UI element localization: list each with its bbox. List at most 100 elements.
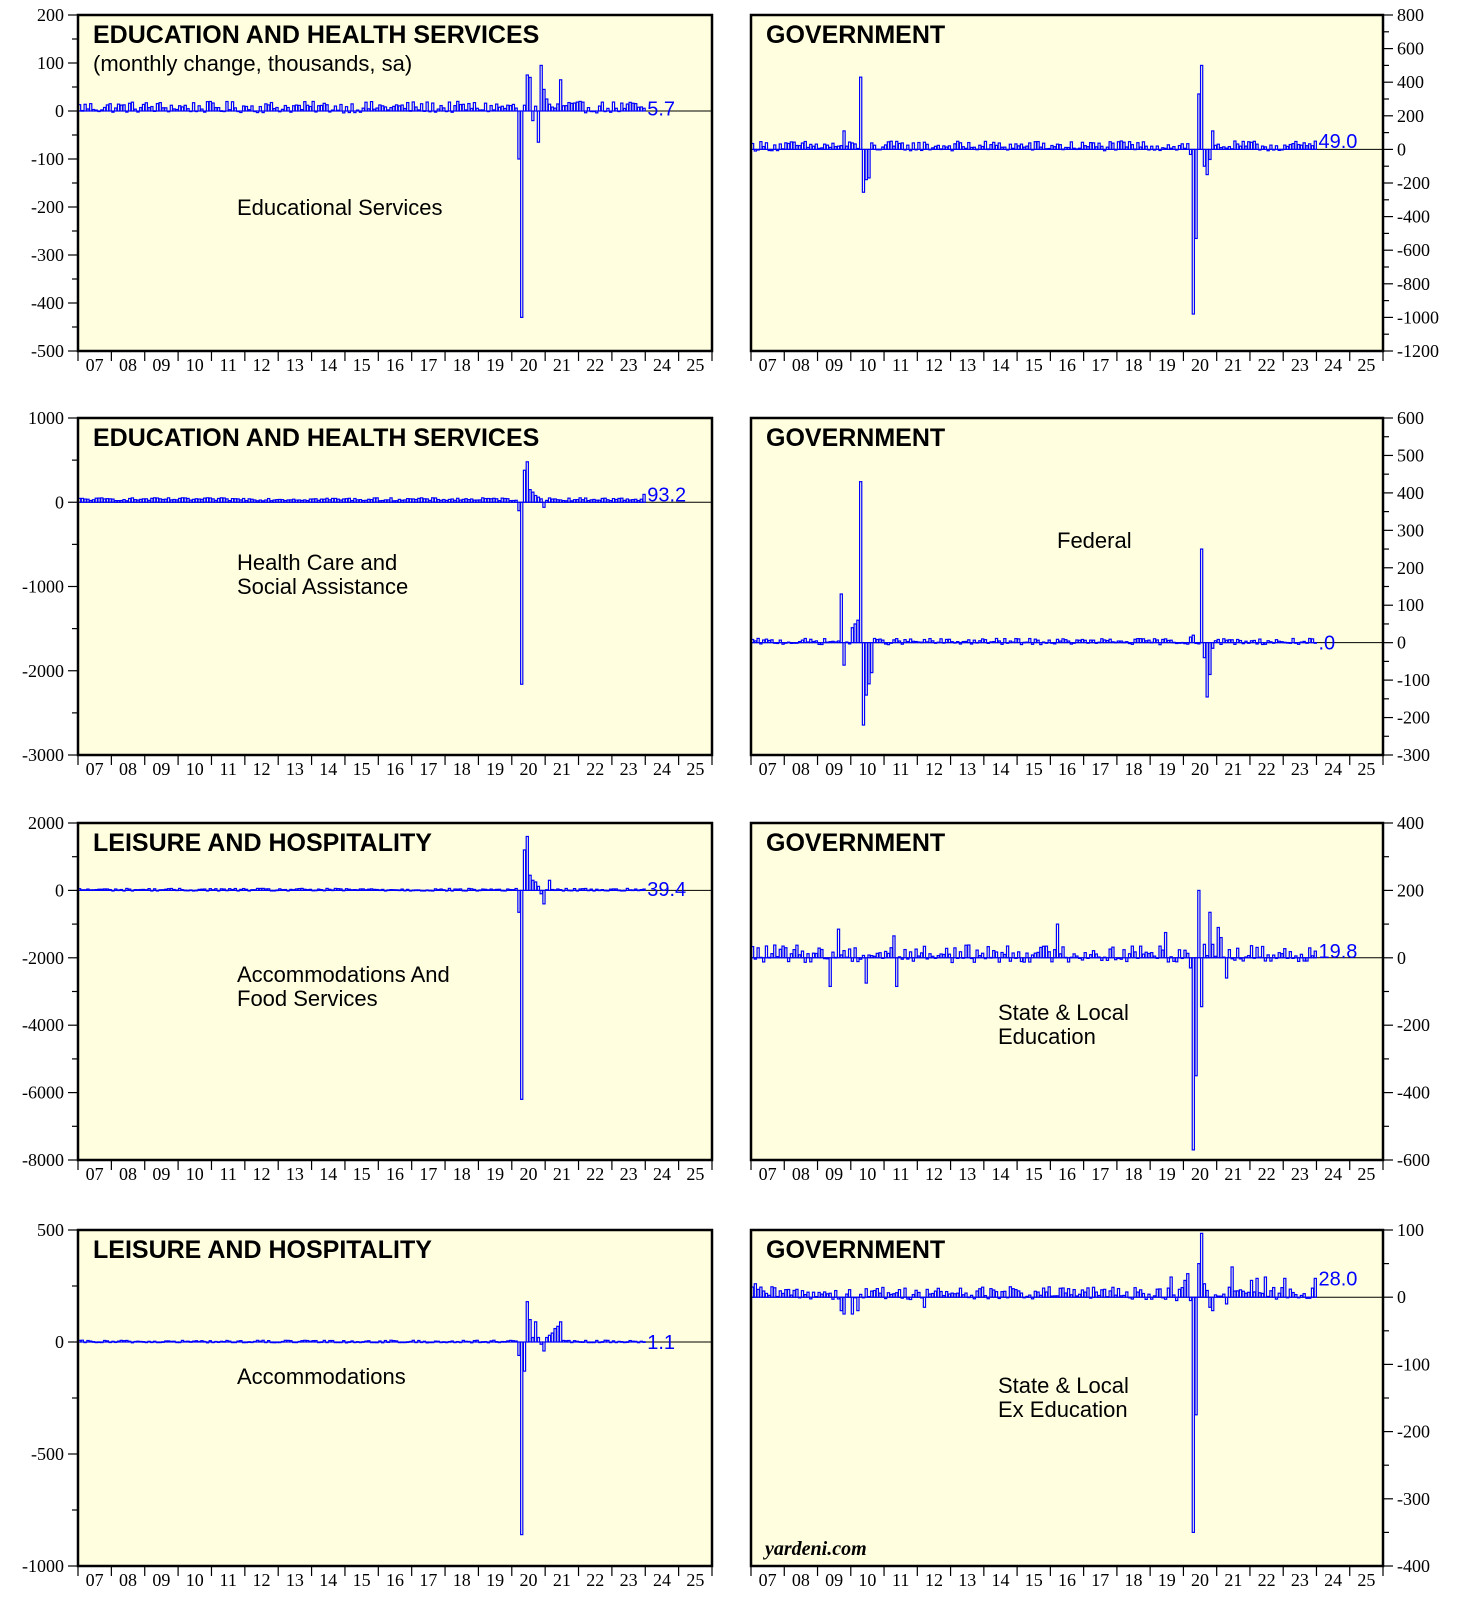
bar — [394, 1340, 399, 1343]
bar — [152, 888, 157, 892]
bar — [417, 1339, 421, 1343]
bar — [942, 641, 946, 644]
bar — [1224, 1296, 1229, 1305]
bar — [922, 1296, 927, 1308]
bar — [200, 1340, 204, 1343]
bar — [1047, 951, 1051, 959]
bar — [1119, 640, 1123, 644]
bar — [383, 106, 388, 112]
series-label: Food Services — [237, 986, 378, 1011]
bar — [622, 1341, 627, 1344]
bar — [261, 110, 265, 114]
bar — [292, 498, 296, 503]
bar — [428, 1341, 432, 1344]
bar — [989, 641, 993, 644]
x-tick-label: 23 — [620, 1570, 638, 1590]
bar — [111, 110, 115, 113]
bar — [520, 889, 524, 1100]
bar — [475, 889, 479, 892]
bar — [895, 957, 899, 988]
x-tick-label: 14 — [319, 759, 337, 779]
bar — [200, 498, 204, 503]
bar — [183, 889, 187, 892]
bar — [642, 888, 646, 891]
bar — [319, 498, 324, 503]
bar — [1294, 642, 1298, 644]
bar — [975, 641, 979, 644]
y-tick-label: -300 — [1397, 745, 1430, 765]
bar — [189, 110, 193, 113]
bar — [1235, 947, 1240, 959]
bar — [278, 498, 282, 503]
bar — [342, 498, 346, 503]
bar — [1133, 951, 1137, 959]
bar — [444, 889, 449, 892]
bar — [333, 1341, 338, 1344]
bar — [969, 642, 974, 645]
bar — [1208, 911, 1212, 959]
bar — [375, 1341, 379, 1344]
bar — [247, 498, 251, 503]
x-tick-label: 11 — [892, 1164, 909, 1184]
x-tick-label: 15 — [353, 759, 371, 779]
x-tick-label: 21 — [1224, 759, 1242, 779]
bar — [847, 1289, 852, 1298]
x-tick-label: 10 — [186, 355, 204, 375]
x-tick-label: 22 — [586, 355, 604, 375]
bar — [297, 887, 301, 892]
bar — [1277, 952, 1281, 959]
x-tick-label: 08 — [792, 1570, 810, 1590]
bar — [1308, 143, 1312, 150]
bar — [1041, 142, 1046, 150]
bar — [378, 889, 382, 892]
bar — [472, 101, 477, 112]
bar — [892, 1293, 896, 1298]
x-tick-label: 10 — [186, 1164, 204, 1184]
bar — [542, 889, 546, 905]
bar — [1077, 957, 1082, 960]
bar — [1102, 956, 1107, 959]
bar — [481, 497, 485, 503]
y-tick-label: -200 — [1397, 1015, 1430, 1035]
x-tick-label: 25 — [686, 1570, 704, 1590]
x-tick-label: 22 — [586, 1164, 604, 1184]
bar — [286, 889, 290, 892]
bar — [247, 889, 251, 892]
bar — [283, 888, 288, 892]
bar — [280, 108, 285, 112]
bar — [147, 1340, 151, 1343]
bar — [355, 109, 360, 112]
bar — [856, 957, 860, 963]
y-tick-label: -200 — [1397, 708, 1430, 728]
bar — [811, 640, 816, 644]
bar — [241, 497, 246, 503]
x-tick-label: 07 — [759, 355, 777, 375]
bar — [1011, 641, 1015, 644]
bar — [1075, 955, 1079, 959]
bar — [639, 888, 643, 891]
x-tick-label: 14 — [319, 355, 337, 375]
y-tick-label: -4000 — [22, 1015, 64, 1035]
bar — [1105, 957, 1110, 961]
bar — [261, 1339, 265, 1343]
bar — [983, 1295, 988, 1298]
bar — [867, 148, 871, 179]
bar — [1177, 949, 1182, 959]
bar — [300, 1340, 304, 1343]
x-tick-label: 13 — [958, 759, 976, 779]
bar — [1269, 1290, 1273, 1298]
bar — [1030, 148, 1035, 151]
bar — [264, 103, 268, 112]
bar — [464, 889, 468, 892]
y-tick-label: -400 — [1397, 1083, 1430, 1103]
bar — [489, 1340, 493, 1343]
bar — [228, 109, 232, 112]
bar — [883, 642, 888, 645]
x-tick-label: 21 — [553, 1570, 571, 1590]
x-tick-label: 21 — [553, 355, 571, 375]
bar — [169, 499, 174, 503]
bar — [1155, 639, 1159, 644]
bar — [1283, 1277, 1287, 1298]
bar — [397, 498, 402, 503]
series-label: Health Care and — [237, 550, 397, 575]
